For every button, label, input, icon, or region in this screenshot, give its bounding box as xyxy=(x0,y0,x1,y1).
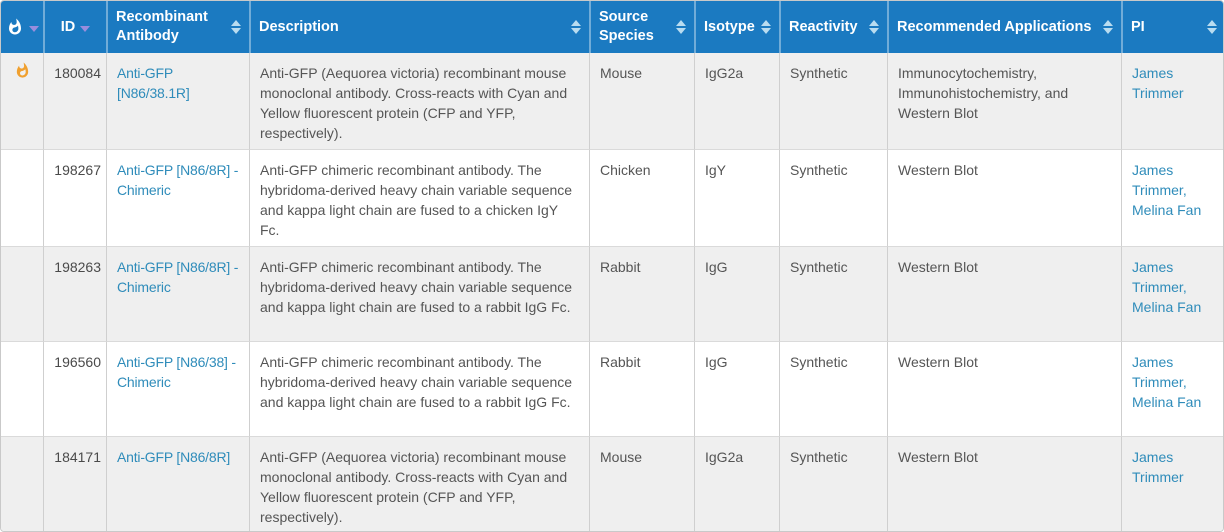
cell-antibody: Anti-GFP [N86/38] - Chimeric xyxy=(106,341,249,436)
column-header-antibody[interactable]: Recombinant Antibody xyxy=(106,1,249,53)
cell-pi: James Trimmer, Melina Fan xyxy=(1121,341,1223,436)
column-header-isotype[interactable]: Isotype xyxy=(694,1,779,53)
cell-id: 180084 xyxy=(43,53,106,149)
antibody-link[interactable]: Anti-GFP [N86/38] - Chimeric xyxy=(117,354,236,390)
flame-icon xyxy=(14,62,31,79)
cell-description: Anti-GFP chimeric recombinant antibody. … xyxy=(249,341,589,436)
cell-pi: James Trimmer, Melina Fan xyxy=(1121,246,1223,341)
cell-applications: Immunocytochemistry, Immunohistochemistr… xyxy=(887,53,1121,149)
cell-source-species: Mouse xyxy=(589,53,694,149)
column-header-label: Recommended Applications xyxy=(897,18,1092,35)
cell-flame xyxy=(1,341,43,436)
cell-reactivity: Synthetic xyxy=(779,149,887,246)
cell-pi: James Trimmer, Melina Fan xyxy=(1121,149,1223,246)
cell-isotype: IgG xyxy=(694,341,779,436)
pi-separator: , xyxy=(1182,279,1187,295)
cell-source-species: Rabbit xyxy=(589,341,694,436)
pi-link[interactable]: James Trimmer xyxy=(1132,259,1183,295)
cell-reactivity: Synthetic xyxy=(779,246,887,341)
column-header-description[interactable]: Description xyxy=(249,1,589,53)
pi-link[interactable]: James Trimmer xyxy=(1132,162,1183,198)
pi-separator: , xyxy=(1182,182,1187,198)
cell-pi: James Trimmer xyxy=(1121,436,1223,531)
cell-description: Anti-GFP (Aequorea victoria) recombinant… xyxy=(249,436,589,531)
cell-antibody: Anti-GFP [N86/8R] - Chimeric xyxy=(106,149,249,246)
sort-arrows-icon xyxy=(676,20,686,34)
cell-reactivity: Synthetic xyxy=(779,341,887,436)
sort-caret-icon xyxy=(28,26,39,32)
cell-flame xyxy=(1,246,43,341)
pi-link[interactable]: Melina Fan xyxy=(1132,299,1202,315)
column-header-id[interactable]: ID xyxy=(43,1,106,53)
table-header: ID Recombinant Antibody Description Source … xyxy=(1,1,1223,53)
column-header-applications[interactable]: Recommended Applications xyxy=(887,1,1121,53)
cell-isotype: IgG2a xyxy=(694,436,779,531)
antibody-link[interactable]: Anti-GFP [N86/8R] - Chimeric xyxy=(117,162,239,198)
sort-arrows-icon xyxy=(869,20,879,34)
sort-arrows-icon xyxy=(1207,20,1217,34)
cell-applications: Western Blot xyxy=(887,149,1121,246)
table-row: 198263 Anti-GFP [N86/8R] - Chimeric Anti-G… xyxy=(1,246,1223,341)
column-header-label: Isotype xyxy=(704,18,755,35)
pi-link[interactable]: Melina Fan xyxy=(1132,202,1202,218)
cell-applications: Western Blot xyxy=(887,436,1121,531)
table-row: 184171 Anti-GFP [N86/8R] Anti-GFP (Aequore… xyxy=(1,436,1223,531)
sort-caret-icon xyxy=(80,26,91,32)
table-row: 180084 Anti-GFP [N86/38.1R] Anti-GFP (Aequ… xyxy=(1,53,1223,149)
cell-flame xyxy=(1,436,43,531)
cell-isotype: IgY xyxy=(694,149,779,246)
cell-id: 198267 xyxy=(43,149,106,246)
pi-link[interactable]: James Trimmer xyxy=(1132,65,1184,101)
cell-isotype: IgG2a xyxy=(694,53,779,149)
table-row: 196560 Anti-GFP [N86/38] - Chimeric Anti-G… xyxy=(1,341,1223,436)
table-row: 198267 Anti-GFP [N86/8R] - Chimeric Anti-G… xyxy=(1,149,1223,246)
cell-antibody: Anti-GFP [N86/38.1R] xyxy=(106,53,249,149)
pi-link[interactable]: Melina Fan xyxy=(1132,394,1202,410)
cell-antibody: Anti-GFP [N86/8R] - Chimeric xyxy=(106,246,249,341)
cell-applications: Western Blot xyxy=(887,341,1121,436)
cell-description: Anti-GFP chimeric recombinant antibody. … xyxy=(249,149,589,246)
cell-antibody: Anti-GFP [N86/8R] xyxy=(106,436,249,531)
cell-source-species: Chicken xyxy=(589,149,694,246)
antibody-link[interactable]: Anti-GFP [N86/38.1R] xyxy=(117,65,190,101)
cell-description: Anti-GFP chimeric recombinant antibody. … xyxy=(249,246,589,341)
sort-arrows-icon xyxy=(1103,20,1113,34)
column-header-label: Description xyxy=(259,18,339,35)
column-header-pi[interactable]: PI xyxy=(1121,1,1223,53)
cell-isotype: IgG xyxy=(694,246,779,341)
cell-description: Anti-GFP (Aequorea victoria) recombinant… xyxy=(249,53,589,149)
column-header-label: PI xyxy=(1131,18,1145,35)
cell-id: 184171 xyxy=(43,436,106,531)
sort-arrows-icon xyxy=(231,20,241,34)
cell-flame xyxy=(1,149,43,246)
header-row: ID Recombinant Antibody Description Source … xyxy=(1,1,1223,53)
cell-applications: Western Blot xyxy=(887,246,1121,341)
cell-reactivity: Synthetic xyxy=(779,53,887,149)
cell-id: 196560 xyxy=(43,341,106,436)
cell-source-species: Mouse xyxy=(589,436,694,531)
column-header-flame[interactable] xyxy=(1,1,43,53)
antibody-link[interactable]: Anti-GFP [N86/8R] - Chimeric xyxy=(117,259,239,295)
cell-id: 198263 xyxy=(43,246,106,341)
column-header-label: Recombinant Antibody xyxy=(116,9,208,44)
antibody-link[interactable]: Anti-GFP [N86/8R] xyxy=(117,449,231,465)
cell-flame xyxy=(1,53,43,149)
cell-source-species: Rabbit xyxy=(589,246,694,341)
table-body: 180084 Anti-GFP [N86/38.1R] Anti-GFP (Aequ… xyxy=(1,53,1223,531)
column-header-label: ID xyxy=(60,18,76,35)
sort-arrows-icon xyxy=(761,20,771,34)
pi-link[interactable]: James Trimmer xyxy=(1132,449,1184,485)
flame-icon xyxy=(6,18,24,36)
cell-reactivity: Synthetic xyxy=(779,436,887,531)
column-header-label: Reactivity xyxy=(789,18,858,35)
column-header-source[interactable]: Source Species xyxy=(589,1,694,53)
cell-pi: James Trimmer xyxy=(1121,53,1223,149)
sort-arrows-icon xyxy=(571,20,581,34)
column-header-reactivity[interactable]: Reactivity xyxy=(779,1,887,53)
pi-separator: , xyxy=(1182,374,1187,390)
pi-link[interactable]: James Trimmer xyxy=(1132,354,1183,390)
column-header-label: Source Species xyxy=(599,9,654,44)
